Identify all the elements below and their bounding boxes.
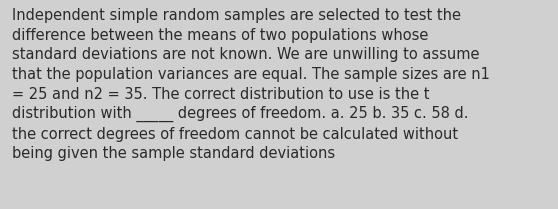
Text: Independent simple random samples are selected to test the
difference between th: Independent simple random samples are se… [12, 8, 490, 162]
